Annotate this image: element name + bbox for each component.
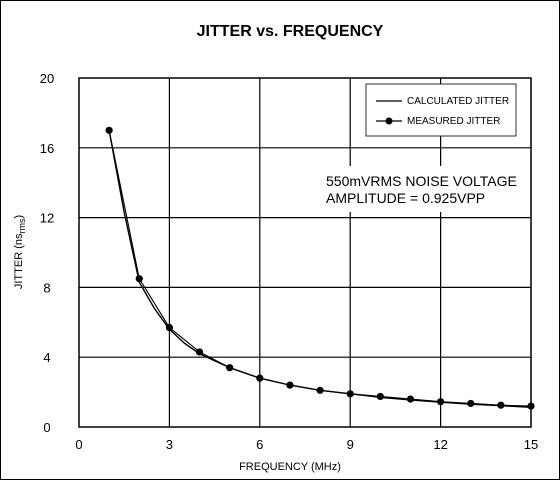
measured-point <box>135 275 143 283</box>
grid <box>79 78 531 427</box>
series-layer <box>105 126 535 410</box>
y-axis-label-sub: rms <box>17 218 27 233</box>
measured-point <box>195 348 204 356</box>
x-tick-label: 3 <box>166 437 173 452</box>
measured-point <box>316 386 324 394</box>
y-axis-label: JITTER (nsrms) <box>13 215 27 289</box>
measured-point <box>226 364 234 372</box>
measured-point <box>406 395 415 403</box>
x-tick-label: 12 <box>433 437 447 452</box>
y-tick-label: 20 <box>40 71 54 86</box>
y-tick-label: 12 <box>40 211 54 226</box>
measured-point <box>437 398 445 406</box>
y-tick-label: 16 <box>40 141 54 156</box>
x-tick-label: 0 <box>75 437 82 452</box>
legend-label-calculated: CALCULATED JITTER <box>407 96 509 107</box>
axis-ticks: 0 3 6 9 12 15 0 4 8 12 16 20 <box>40 71 538 452</box>
measured-point <box>105 126 113 134</box>
y-tick-label: 4 <box>43 350 50 365</box>
chart-title: JITTER vs. FREQUENCY <box>197 23 384 40</box>
x-tick-label: 6 <box>256 437 263 452</box>
measured-point <box>165 323 173 332</box>
annotation: 550mVRMS NOISE VOLTAGE AMPLITUDE = 0.925… <box>320 166 530 212</box>
annotation-line-1: 550mVRMS NOISE VOLTAGE <box>326 173 517 189</box>
legend: CALCULATED JITTER MEASURED JITTER <box>365 83 517 137</box>
x-tick-label: 9 <box>347 437 354 452</box>
measured-point <box>346 390 354 398</box>
legend-box <box>365 83 517 137</box>
annotation-line-2: AMPLITUDE = 0.925VPP <box>326 190 485 206</box>
measured-point <box>256 374 264 382</box>
measured-point <box>376 392 384 401</box>
legend-marker-measured <box>385 117 393 125</box>
y-tick-label: 8 <box>43 280 50 295</box>
annotation-bg <box>320 166 530 212</box>
measured-point <box>286 381 294 389</box>
x-tick-label: 15 <box>524 437 538 452</box>
measured-point <box>527 402 535 410</box>
measured-point <box>467 399 475 408</box>
legend-label-measured: MEASURED JITTER <box>407 116 500 127</box>
x-axis-label: FREQUENCY (MHz) <box>239 461 341 473</box>
y-tick-label: 0 <box>43 420 50 435</box>
measured-point <box>497 401 505 409</box>
plot-area <box>78 77 532 428</box>
y-axis-label-close: ) <box>13 215 25 219</box>
y-axis-label-main: JITTER (ns <box>13 233 25 289</box>
